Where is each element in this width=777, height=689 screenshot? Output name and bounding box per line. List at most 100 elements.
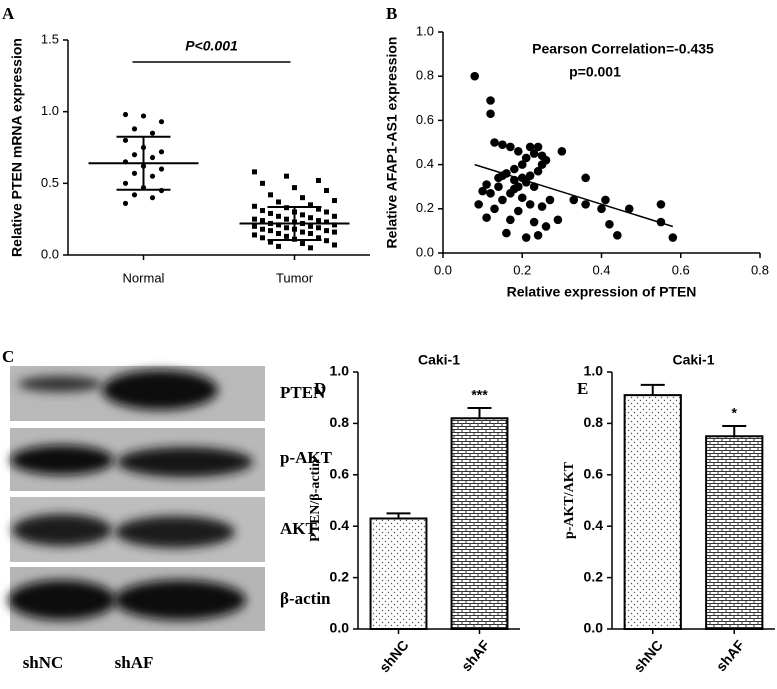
data-point xyxy=(308,245,313,251)
data-point xyxy=(525,171,535,180)
y-tick-label: 1.5 xyxy=(41,31,59,46)
y-tick-label: 1.0 xyxy=(584,363,604,379)
data-point xyxy=(260,180,265,186)
data-point xyxy=(513,206,523,216)
data-point xyxy=(482,213,491,222)
data-point xyxy=(521,233,531,242)
x-tick-label: Normal xyxy=(123,270,165,285)
data-point xyxy=(308,223,313,229)
data-point xyxy=(517,193,527,203)
data-point xyxy=(498,195,507,205)
y-tick-label: 0.6 xyxy=(330,466,350,482)
data-point xyxy=(140,113,147,119)
data-point xyxy=(533,142,543,152)
data-point xyxy=(613,231,622,240)
data-point xyxy=(490,204,499,214)
data-point xyxy=(525,200,535,209)
data-point xyxy=(474,200,483,209)
data-point xyxy=(284,233,289,239)
data-point xyxy=(122,180,129,186)
data-point xyxy=(656,200,666,209)
error-bar xyxy=(267,205,322,241)
data-point xyxy=(268,239,273,245)
data-point xyxy=(316,206,321,212)
x-tick-label: 0.6 xyxy=(672,262,690,277)
blot-row-label: PTEN xyxy=(280,383,326,402)
data-point xyxy=(581,173,590,183)
blot-lane-label: shAF xyxy=(115,653,154,672)
chart-panel: E 0.0 0.2 0.4 0.6 0.8 1.0 p-AKT/AKT Caki-1 shNC sh… xyxy=(562,352,775,675)
y-tick-label: 0.2 xyxy=(416,200,434,215)
data-point xyxy=(332,229,337,235)
error-bar xyxy=(722,424,747,437)
data-point xyxy=(292,185,297,191)
data-point xyxy=(284,173,289,179)
data-point xyxy=(597,204,606,214)
data-point xyxy=(506,142,515,152)
y-axis-title: Relative PTEN mRNA expression xyxy=(9,38,25,257)
y-tick-label: 0.0 xyxy=(416,244,434,259)
data-point xyxy=(284,216,289,222)
data-point xyxy=(510,184,519,194)
y-tick-label: 0.5 xyxy=(41,175,59,190)
data-point xyxy=(605,219,614,229)
y-tick-label: 0.8 xyxy=(416,68,434,83)
data-point xyxy=(517,160,527,169)
data-point xyxy=(601,195,610,205)
data-point xyxy=(486,109,495,119)
data-point xyxy=(149,130,156,136)
y-tick-label: 1.0 xyxy=(41,103,59,118)
data-point xyxy=(268,228,273,234)
chart-title: Caki-1 xyxy=(672,352,714,368)
y-tick-label: 0.8 xyxy=(330,414,350,430)
data-point xyxy=(529,149,539,158)
y-tick-label: 0.4 xyxy=(330,517,350,533)
data-point xyxy=(131,152,138,158)
x-tick-label: shNC xyxy=(630,637,666,675)
data-point xyxy=(490,138,499,147)
data-point xyxy=(284,225,289,231)
data-point xyxy=(494,182,503,191)
western-blot: C PTEN p-AKT AKT β-actin shNC shAF xyxy=(2,347,333,672)
data-point xyxy=(324,238,329,244)
data-point xyxy=(569,195,579,205)
x-tick-label: 0.2 xyxy=(513,262,531,277)
data-point xyxy=(158,149,165,155)
x-tick-label: 0.4 xyxy=(592,262,610,277)
chart-panel: B 0.0 0.2 0.4 0.6 0.8 1.0 Relative AFAP1-AS1 ex… xyxy=(384,4,769,300)
data-point xyxy=(300,212,305,218)
x-tick-label: shAF xyxy=(458,637,493,674)
y-tick-label: 0.6 xyxy=(416,112,434,127)
x-axis-title: Relative expression of PTEN xyxy=(507,284,697,300)
statistic-label: p=0.001 xyxy=(569,64,621,80)
y-tick-label: 0.6 xyxy=(584,466,604,482)
blot-row-label: β-actin xyxy=(280,589,331,608)
data-point xyxy=(149,173,156,179)
data-point xyxy=(470,71,480,81)
y-tick-label: 0.0 xyxy=(330,620,350,636)
data-point xyxy=(533,231,543,240)
panel-letter: A xyxy=(2,4,15,23)
data-point xyxy=(332,213,337,219)
data-point xyxy=(545,195,555,205)
data-point xyxy=(158,166,165,172)
chart-title: Caki-1 xyxy=(418,352,460,368)
data-point xyxy=(131,126,138,132)
data-point xyxy=(260,235,265,241)
data-point xyxy=(122,137,129,143)
data-point xyxy=(308,202,313,208)
data-point xyxy=(260,226,265,232)
data-point xyxy=(332,242,337,248)
data-point xyxy=(557,147,567,156)
data-point xyxy=(498,140,507,150)
data-point xyxy=(300,241,305,247)
significance-label: * xyxy=(732,405,738,421)
data-point xyxy=(276,199,281,205)
data-point xyxy=(316,235,321,241)
data-point xyxy=(668,233,678,242)
data-point xyxy=(553,215,563,225)
error-bar xyxy=(640,383,665,396)
data-point xyxy=(260,218,265,224)
data-point xyxy=(324,188,329,193)
